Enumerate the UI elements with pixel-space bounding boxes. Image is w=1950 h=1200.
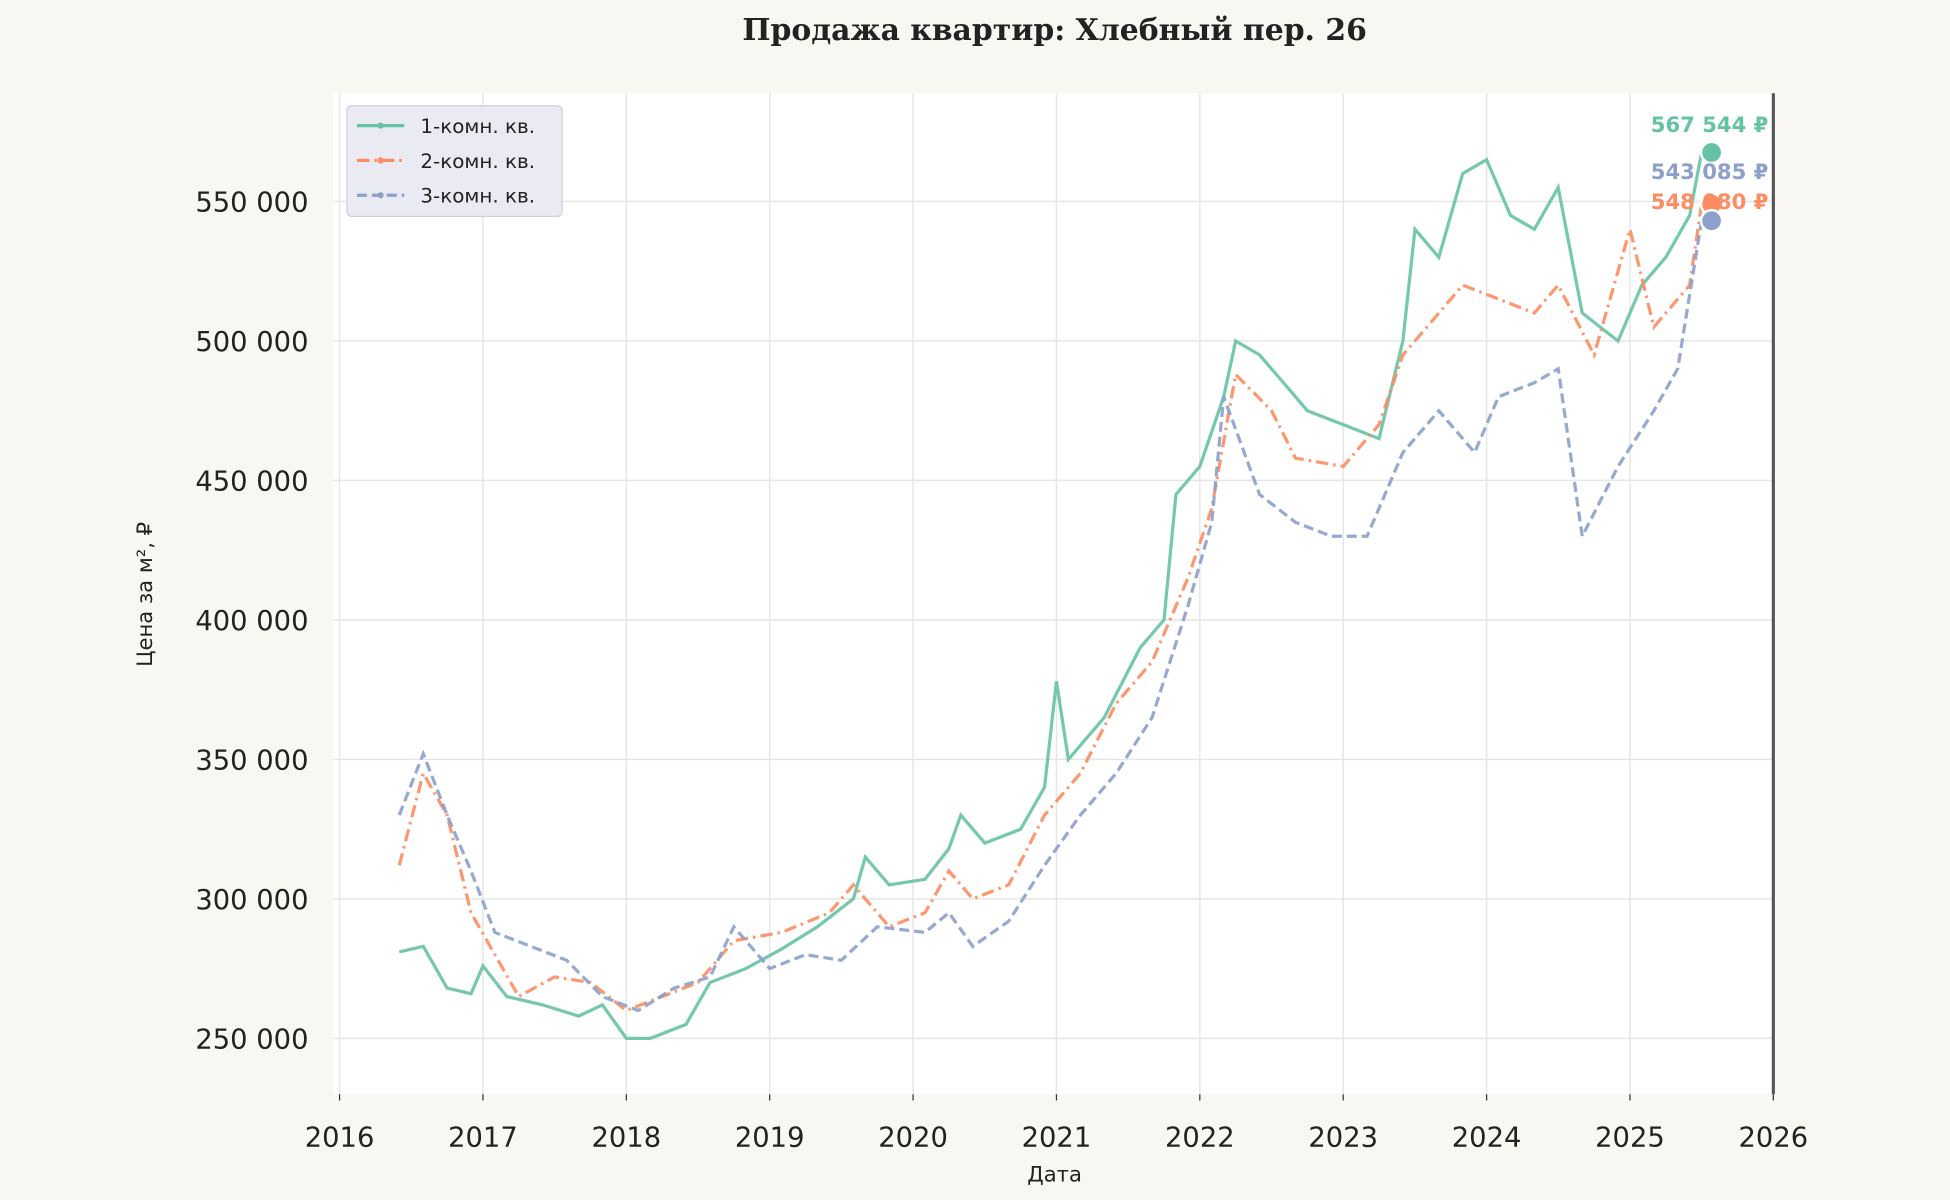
x-tick-label: 2026 — [1739, 1123, 1809, 1154]
plot-area — [333, 93, 1774, 1095]
x-tick-label: 2025 — [1595, 1123, 1665, 1154]
y-tick-label: 400 000 — [195, 606, 308, 637]
y-tick-label: 300 000 — [195, 885, 308, 916]
x-tick-label: 2022 — [1165, 1123, 1235, 1154]
series-line-1 — [398, 152, 1704, 1040]
legend-marker-2 — [377, 157, 384, 164]
x-axis-label: Дата — [1027, 1161, 1082, 1186]
end-markers: 567 544 ₽548 080 ₽543 085 ₽ — [1651, 112, 1769, 233]
y-tick-label: 500 000 — [195, 327, 308, 358]
x-tick-label: 2017 — [448, 1123, 518, 1154]
legend-label-1: 1-комн. кв. — [420, 115, 535, 138]
end-value-label-1: 567 544 ₽ — [1651, 112, 1769, 137]
legend: 1-комн. кв. 2-комн. кв. 3-комн. кв. — [346, 105, 563, 217]
series-line-2 — [397, 203, 1704, 1013]
y-tick-label: 350 000 — [195, 745, 308, 776]
y-ticks: 250 000 300 000 350 000 400 000 450 000 500 0… — [195, 187, 308, 1055]
legend-marker-3 — [377, 192, 384, 199]
chart-title: Продажа квартир: Хлебный пер. 26 — [742, 13, 1366, 48]
end-marker-1 — [1699, 140, 1724, 165]
legend-label-2: 2-комн. кв. — [420, 150, 535, 173]
y-axis-label: Цена за м², ₽ — [132, 522, 157, 667]
end-value-label-3: 543 085 ₽ — [1651, 159, 1769, 184]
x-tick-label: 2018 — [592, 1123, 662, 1154]
x-tick-label: 2019 — [735, 1123, 805, 1154]
end-marker-3 — [1699, 208, 1724, 233]
x-tick-label: 2024 — [1452, 1123, 1522, 1154]
y-tick-label: 450 000 — [195, 466, 308, 497]
y-tick-label: 250 000 — [195, 1024, 308, 1055]
x-tick-label: 2021 — [1022, 1123, 1092, 1154]
x-ticks: 2016 2017 2018 2019 2020 2021 2022 2023 2024 2025… — [305, 1094, 1809, 1154]
y-tick-label: 550 000 — [195, 187, 308, 218]
x-tick-label: 2016 — [305, 1123, 375, 1154]
series-line-3 — [397, 220, 1704, 1013]
legend-marker-1 — [377, 122, 384, 129]
series-lines — [397, 152, 1704, 1040]
x-tick-label: 2023 — [1308, 1123, 1378, 1154]
x-tick-label: 2020 — [878, 1123, 948, 1154]
legend-label-3: 3-комн. кв. — [420, 185, 535, 208]
